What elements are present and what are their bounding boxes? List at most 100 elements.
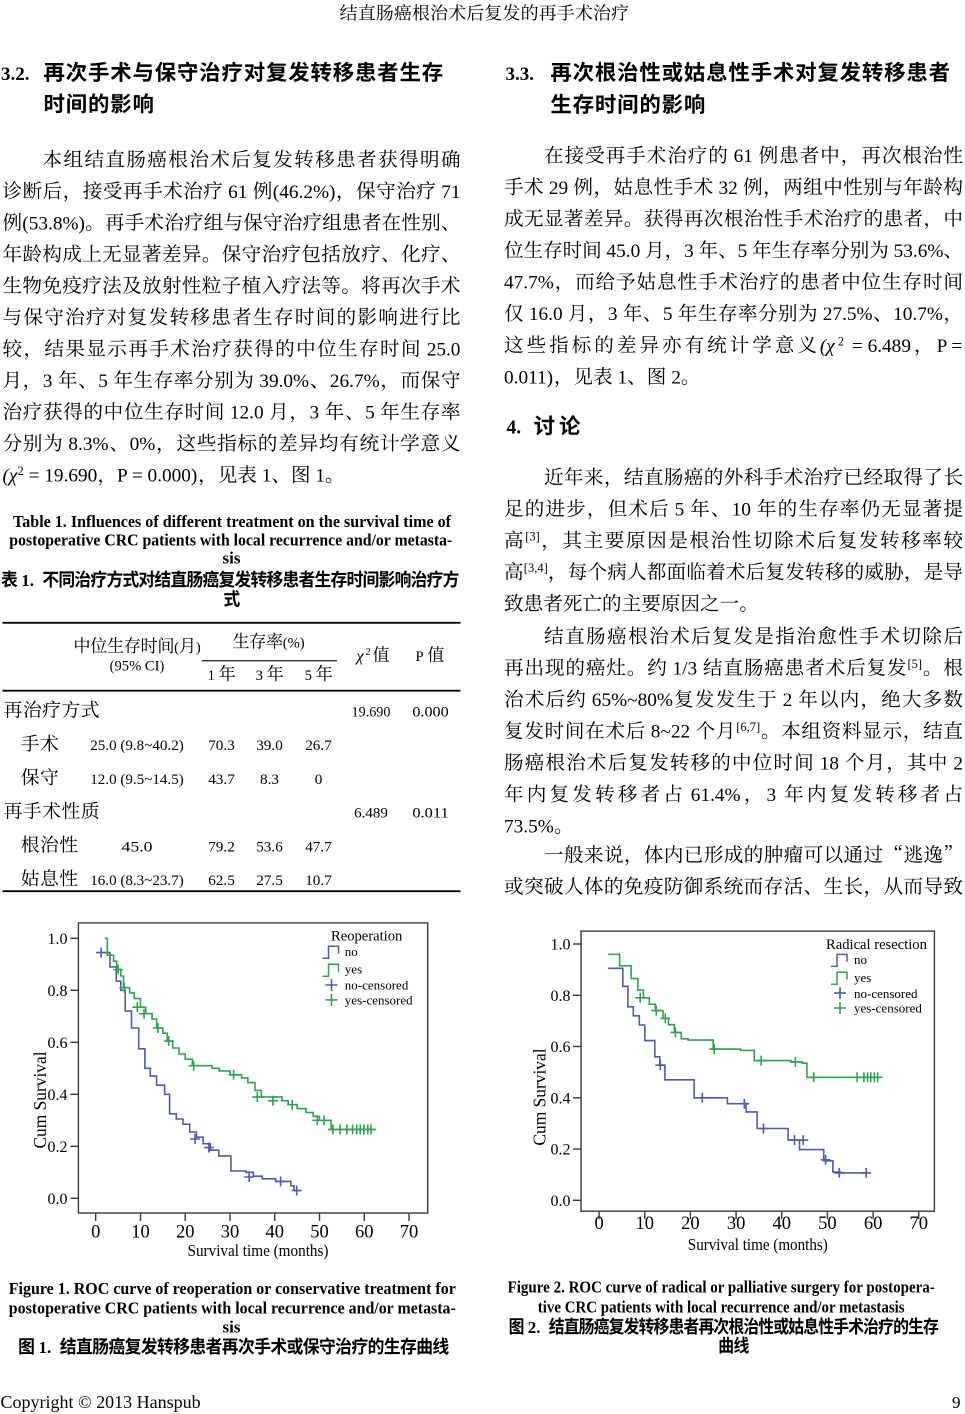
svg-text:1/3: 1/3 bbox=[673, 659, 698, 680]
svg-text:29: 29 bbox=[549, 178, 568, 199]
svg-text:no-censored: no-censored bbox=[345, 978, 409, 993]
svg-text:= 19.690: = 19.690 bbox=[29, 466, 98, 487]
svg-text:(%): (%) bbox=[283, 636, 305, 652]
svg-text:9: 9 bbox=[952, 1393, 961, 1412]
svg-text:0.8: 0.8 bbox=[551, 988, 571, 1005]
svg-text:0%: 0% bbox=[130, 434, 156, 455]
svg-text:20: 20 bbox=[681, 1214, 700, 1234]
svg-text:Survival time (months): Survival time (months) bbox=[188, 1241, 329, 1260]
svg-text:P: P bbox=[416, 649, 424, 665]
svg-text:62.5: 62.5 bbox=[208, 872, 235, 889]
svg-text:10.7%: 10.7% bbox=[893, 304, 943, 325]
svg-text:Table 1. Influences of differe: Table 1. Influences of different treatme… bbox=[13, 512, 451, 531]
svg-text:16.0: 16.0 bbox=[529, 304, 563, 325]
svg-text:sis: sis bbox=[223, 549, 241, 568]
svg-text:Radical resection: Radical resection bbox=[826, 937, 928, 953]
svg-text:0.000: 0.000 bbox=[412, 704, 449, 721]
svg-text:12.0: 12.0 bbox=[230, 403, 264, 424]
svg-text:61.4%: 61.4% bbox=[691, 785, 741, 806]
svg-text:sis: sis bbox=[223, 1318, 241, 1337]
svg-text:3.2.: 3.2. bbox=[1, 64, 30, 85]
svg-text:39.0%: 39.0% bbox=[259, 371, 309, 392]
svg-text:0.0: 0.0 bbox=[48, 1191, 68, 1208]
svg-text:30: 30 bbox=[727, 1214, 746, 1234]
svg-text:50: 50 bbox=[310, 1223, 329, 1243]
svg-text:0: 0 bbox=[315, 771, 323, 788]
svg-text:(53.8%): (53.8%) bbox=[22, 213, 85, 234]
svg-text:25.0: 25.0 bbox=[427, 340, 461, 361]
svg-text:[3,4]: [3,4] bbox=[524, 561, 548, 575]
svg-text:Cum Survival: Cum Survival bbox=[530, 1048, 550, 1145]
svg-text:1: 1 bbox=[315, 466, 325, 487]
svg-text:8.3: 8.3 bbox=[260, 771, 279, 788]
svg-text:0: 0 bbox=[91, 1223, 100, 1243]
svg-text:1.: 1. bbox=[21, 571, 34, 590]
svg-text:5: 5 bbox=[305, 668, 312, 684]
svg-text:30: 30 bbox=[221, 1223, 240, 1243]
svg-text:2: 2 bbox=[838, 334, 844, 348]
svg-text:1.: 1. bbox=[39, 1338, 52, 1357]
svg-text:0.4: 0.4 bbox=[551, 1091, 571, 1108]
svg-text:2.: 2. bbox=[528, 1318, 541, 1337]
svg-text:= 6.489: = 6.489 bbox=[852, 336, 911, 357]
svg-text:no: no bbox=[854, 952, 867, 967]
svg-text:(: ( bbox=[174, 640, 179, 656]
svg-text:10: 10 bbox=[636, 1214, 655, 1234]
svg-text:53.6: 53.6 bbox=[256, 838, 283, 855]
svg-text:tive CRC patients with local r: tive CRC patients with local recurrence … bbox=[538, 1298, 905, 1317]
svg-text:(95% CI): (95% CI) bbox=[110, 659, 165, 675]
svg-text:Figure 2. ROC curve of radical: Figure 2. ROC curve of radical or pallia… bbox=[508, 1278, 935, 1297]
svg-text:1.0: 1.0 bbox=[551, 937, 571, 954]
svg-text:1: 1 bbox=[208, 668, 215, 684]
svg-text:10: 10 bbox=[732, 500, 751, 521]
svg-text:60: 60 bbox=[355, 1223, 374, 1243]
svg-text:4.: 4. bbox=[507, 418, 522, 439]
svg-text:yes: yes bbox=[854, 970, 871, 985]
svg-text:Reoperation: Reoperation bbox=[331, 929, 403, 945]
svg-text:0.2: 0.2 bbox=[551, 1142, 571, 1159]
svg-text:0: 0 bbox=[594, 1214, 603, 1234]
svg-text:χ: χ bbox=[355, 648, 365, 665]
svg-text:18: 18 bbox=[820, 753, 839, 774]
svg-text:45.0: 45.0 bbox=[122, 838, 153, 855]
svg-text:32: 32 bbox=[719, 178, 738, 199]
svg-text:Copyright © 2013 Hanspub: Copyright © 2013 Hanspub bbox=[1, 1392, 201, 1412]
svg-text:10: 10 bbox=[131, 1223, 150, 1243]
svg-text:5: 5 bbox=[98, 371, 108, 392]
svg-text:P = 0.000): P = 0.000) bbox=[117, 466, 197, 487]
svg-text:yes-censored: yes-censored bbox=[854, 1001, 922, 1016]
svg-text:(46.2%): (46.2%) bbox=[273, 182, 336, 203]
svg-text:no-censored: no-censored bbox=[854, 986, 918, 1001]
svg-text:45.0: 45.0 bbox=[607, 241, 641, 262]
svg-text:yes-censored: yes-censored bbox=[345, 993, 413, 1008]
svg-text:): ) bbox=[196, 640, 201, 656]
svg-text:5: 5 bbox=[738, 241, 748, 262]
svg-text:16.0 (8.3~23.7): 16.0 (8.3~23.7) bbox=[90, 872, 184, 889]
svg-text:8~22: 8~22 bbox=[651, 722, 690, 743]
svg-text:[3]: [3] bbox=[525, 530, 540, 544]
svg-text:25.0 (9.8~40.2): 25.0 (9.8~40.2) bbox=[90, 737, 184, 754]
svg-text:40: 40 bbox=[772, 1214, 791, 1234]
svg-text:1: 1 bbox=[618, 367, 628, 388]
svg-text:3: 3 bbox=[608, 304, 618, 325]
svg-text:P =: P = bbox=[937, 336, 963, 357]
svg-text:47.7: 47.7 bbox=[305, 838, 332, 855]
svg-text:65%~80%: 65%~80% bbox=[592, 690, 673, 711]
svg-text:0.6: 0.6 bbox=[48, 1035, 68, 1052]
svg-text:39.0: 39.0 bbox=[256, 737, 283, 754]
svg-text:[6,7]: [6,7] bbox=[736, 720, 760, 734]
svg-text:12.0 (9.5~14.5): 12.0 (9.5~14.5) bbox=[90, 771, 184, 788]
svg-text:1: 1 bbox=[262, 466, 272, 487]
svg-text:0.6: 0.6 bbox=[551, 1039, 571, 1056]
svg-text:73.5%: 73.5% bbox=[504, 817, 554, 838]
svg-text:26.7: 26.7 bbox=[305, 737, 332, 754]
svg-text:[5]: [5] bbox=[908, 657, 923, 671]
svg-text:10.7: 10.7 bbox=[305, 872, 332, 889]
svg-text:61: 61 bbox=[228, 182, 247, 203]
svg-text:2: 2 bbox=[366, 647, 371, 658]
svg-text:3.3.: 3.3. bbox=[506, 64, 535, 85]
svg-text:61: 61 bbox=[734, 146, 753, 167]
svg-text:2: 2 bbox=[18, 464, 24, 478]
svg-text:70: 70 bbox=[909, 1214, 928, 1234]
svg-text:6.489: 6.489 bbox=[354, 805, 388, 822]
